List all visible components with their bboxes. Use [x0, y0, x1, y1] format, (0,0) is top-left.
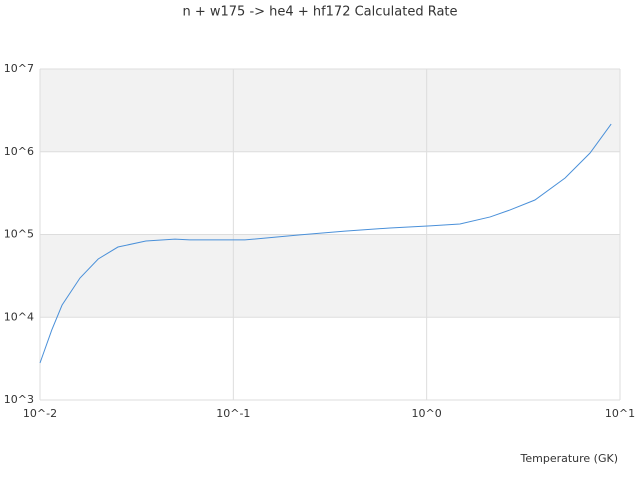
y-tick-label: 10^7 — [4, 62, 34, 75]
grid-band — [40, 234, 620, 318]
y-tick-label: 10^3 — [4, 393, 34, 406]
x-tick-label: 10^-1 — [216, 407, 250, 420]
x-tick-label: 10^1 — [605, 407, 635, 420]
y-tick-label: 10^4 — [4, 310, 34, 323]
grid-band — [40, 69, 620, 152]
data-line — [39, 123, 612, 364]
x-tick-label: 10^0 — [412, 407, 442, 420]
x-tick-label: 10^-2 — [23, 407, 57, 420]
chart-title: n + w175 -> he4 + hf172 Calculated Rate — [182, 5, 457, 20]
y-tick-label: 10^6 — [4, 145, 34, 158]
y-tick-label: 10^5 — [4, 228, 34, 241]
x-axis-label: Temperature (GK) — [520, 452, 619, 465]
